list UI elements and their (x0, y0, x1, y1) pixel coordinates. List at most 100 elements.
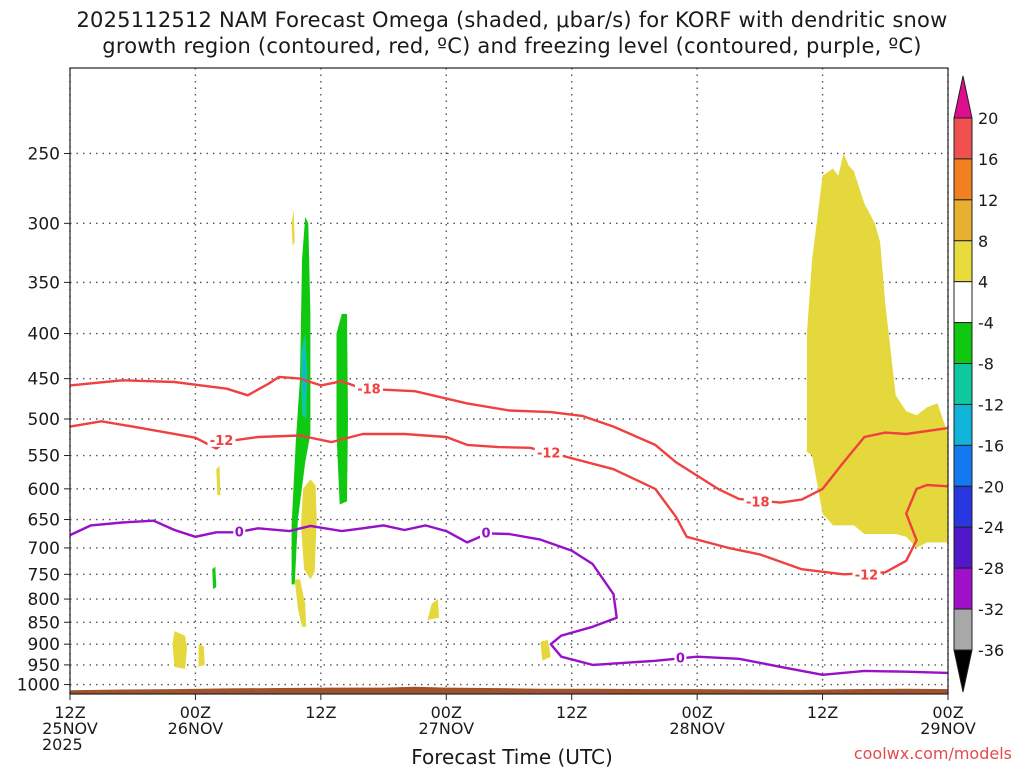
colorbar-segment (953, 608, 973, 651)
x-tick-label: 00Z (681, 703, 712, 722)
y-tick-label: 850 (28, 613, 60, 633)
contour-label: 0 (481, 526, 490, 541)
colorbar-segment (953, 485, 973, 528)
y-tick-label: 600 (28, 480, 60, 500)
y-tick-label: 550 (28, 447, 60, 467)
y-tick-label: 350 (28, 273, 60, 293)
x-axis-title: Forecast Time (UTC) (411, 745, 613, 769)
omega-shaded-region (212, 566, 217, 590)
colorbar-segment (953, 363, 973, 405)
contour-layer: -18 -18 -12 -12 -12 0 0 0 (70, 375, 948, 676)
contour-label-bg (354, 381, 383, 396)
colorbar-label: 8 (978, 232, 988, 251)
omega-shaded-region (172, 631, 188, 669)
contour-label: -18 (357, 383, 381, 398)
contour-label: 0 (235, 526, 244, 541)
x-tick-label: 00Z (180, 703, 211, 722)
colorbar-label: -36 (978, 641, 1004, 660)
contour-label: 0 (676, 652, 685, 667)
colorbar-segment (953, 158, 973, 201)
omega-shaded-region (301, 479, 317, 580)
terrain-layer (70, 686, 948, 694)
x-tick-label: 26NOV (168, 719, 224, 738)
y-tick-label: 650 (28, 511, 60, 531)
x-tick-label: 27NOV (418, 719, 474, 738)
colorbar-segment (953, 444, 973, 487)
omega-shaded-region (806, 153, 948, 548)
x-tick-label: 28NOV (669, 719, 725, 738)
omega-shaded-region (216, 465, 221, 496)
x-tick-label: 12Z (556, 703, 587, 722)
contour-label-bg (534, 445, 563, 460)
x-tick-label: 00Z (431, 703, 462, 722)
omega-shaded-region (291, 216, 311, 585)
omega-shaded-region (198, 644, 205, 667)
colorbar: 20 16 12 8 4 -4 -8 -12 -16 -20 -24 -28 -32 -36 (953, 75, 1004, 693)
colorbar-segment (953, 117, 973, 160)
x-tick-label: 25NOV (42, 719, 98, 738)
contour-label: -12 (855, 568, 879, 583)
omega-shaded-region (336, 313, 348, 505)
y-tick-label: 800 (28, 590, 60, 610)
y-tick-label: 700 (28, 539, 60, 559)
y-tick-label: 500 (28, 410, 60, 430)
contour-line (70, 375, 948, 504)
colorbar-label: 4 (978, 273, 988, 292)
x-tick-label: 2025 (42, 735, 83, 754)
contour-label-bg (674, 650, 687, 665)
credit-link[interactable]: coolwx.com/models (853, 744, 1012, 763)
colorbar-label: -32 (978, 600, 1004, 619)
colorbar-label: 16 (978, 150, 998, 169)
colorbar-top-arrow (953, 75, 973, 119)
colorbar-segment (953, 403, 973, 446)
colorbar-segment (953, 240, 973, 283)
y-tick-label: 400 (28, 325, 60, 345)
x-tick-label: 12Z (54, 703, 85, 722)
contour-label-bg (743, 494, 772, 509)
x-tick-label: 29NOV (920, 719, 976, 738)
omega-shaded-region (303, 352, 306, 396)
colorbar-segment (953, 567, 973, 610)
colorbar-segment (953, 199, 973, 242)
shaded-omega-layer (172, 153, 948, 669)
y-tick-label: 750 (28, 565, 60, 585)
contour-label: -12 (210, 434, 234, 449)
chart-title-line-2: growth region (contoured, red, ºC) and f… (102, 34, 922, 58)
colorbar-label: -20 (978, 477, 1004, 496)
contour-label-bg (207, 432, 236, 447)
colorbar-label: 20 (978, 109, 998, 128)
colorbar-label: -12 (978, 395, 1004, 414)
x-tick-label: 12Z (305, 703, 336, 722)
omega-shaded-region (540, 639, 551, 661)
colorbar-label: -4 (978, 314, 994, 333)
x-tick-label: 00Z (932, 703, 963, 722)
contour-label-bg (480, 525, 493, 540)
contour-label: -12 (537, 447, 561, 462)
omega-shaded-region (291, 210, 295, 246)
colorbar-label: 12 (978, 191, 998, 210)
contour-line (70, 519, 948, 676)
colorbar-label: -16 (978, 436, 1004, 455)
y-tick-label: 1000 (17, 676, 60, 696)
axis-layer: 2503003504004505005506006507007508008509… (17, 67, 976, 754)
terrain-surface (70, 686, 948, 694)
chart-title-line-1: 2025112512 NAM Forecast Omega (shaded, μ… (76, 8, 948, 32)
y-tick-label: 450 (28, 370, 60, 390)
omega-shaded-region (427, 599, 439, 620)
contour-label-bg (233, 524, 246, 539)
contour-label-bg (852, 567, 881, 582)
y-tick-label: 950 (28, 656, 60, 676)
colorbar-label: -24 (978, 518, 1004, 537)
colorbar-label: -28 (978, 559, 1004, 578)
colorbar-segment (953, 281, 973, 324)
omega-shaded-region (294, 579, 307, 627)
contour-label: -18 (746, 495, 770, 510)
colorbar-segment (953, 322, 973, 365)
plot-frame (69, 67, 949, 695)
colorbar-segment (953, 526, 973, 569)
x-tick-label: 12Z (807, 703, 838, 722)
colorbar-bottom-arrow (953, 649, 973, 693)
y-tick-label: 900 (28, 635, 60, 655)
y-tick-label: 300 (28, 214, 60, 234)
